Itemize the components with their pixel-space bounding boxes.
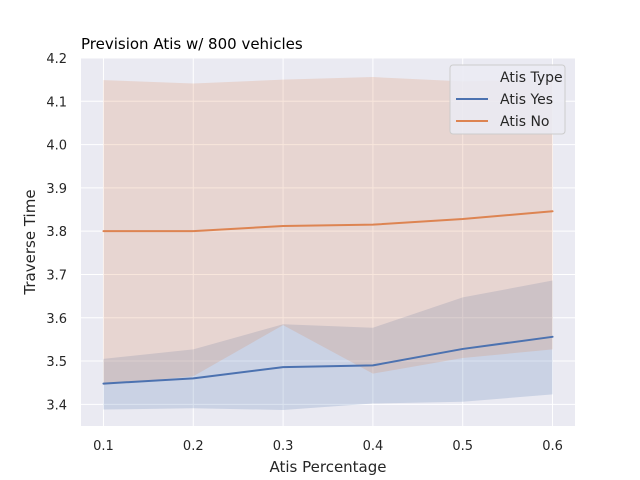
data-point-atis-no	[192, 230, 194, 232]
y-tick-label: 3.4	[46, 398, 67, 413]
y-tick-label: 4.0	[46, 139, 67, 154]
x-tick-label: 0.6	[542, 439, 563, 454]
data-point-atis-no	[552, 210, 554, 212]
y-tick-label: 3.5	[46, 355, 67, 370]
confidence-bands	[103, 77, 553, 410]
data-point-atis-no	[462, 218, 464, 220]
data-point-atis-yes	[192, 378, 194, 380]
y-tick-label: 3.6	[46, 312, 67, 327]
x-axis-label: Atis Percentage	[269, 458, 386, 476]
legend-box	[449, 64, 566, 135]
chart-title: Prevision Atis w/ 800 vehicles	[81, 35, 303, 53]
x-tick-label: 0.1	[93, 439, 114, 454]
series-lines	[102, 210, 554, 385]
data-point-atis-yes	[462, 348, 464, 350]
data-point-atis-yes	[552, 336, 554, 338]
series-line-atis-yes	[102, 335, 554, 385]
confidence-band-atis-no	[103, 77, 553, 385]
series-line-atis-no	[102, 210, 554, 233]
y-tick-label: 3.9	[46, 182, 67, 197]
legend-title: Atis Type	[500, 70, 563, 86]
legend: Atis Type Atis Yes Atis No	[449, 64, 566, 135]
data-point-atis-no	[282, 225, 284, 227]
legend-label-atis-no: Atis No	[500, 114, 550, 130]
data-point-atis-no	[103, 230, 105, 232]
data-point-atis-yes	[372, 365, 374, 367]
data-point-atis-yes	[282, 366, 284, 368]
y-tick-label: 4.1	[46, 95, 67, 110]
y-axis-ticks: 3.4 3.5 3.6 3.7 3.8 3.9 4.0 4.1 4.2	[46, 52, 67, 413]
x-tick-label: 0.3	[273, 439, 294, 454]
x-tick-label: 0.4	[363, 439, 384, 454]
data-point-atis-no	[372, 224, 374, 226]
x-tick-label: 0.5	[452, 439, 473, 454]
legend-label-atis-yes: Atis Yes	[500, 92, 553, 108]
grid-lines	[81, 57, 575, 426]
data-point-atis-yes	[103, 383, 105, 385]
confidence-band-atis-yes	[103, 280, 553, 410]
y-tick-label: 3.7	[46, 268, 67, 283]
x-axis-ticks: 0.1 0.2 0.3 0.4 0.5 0.6	[93, 439, 563, 454]
y-tick-label: 4.2	[46, 52, 67, 67]
y-tick-label: 3.8	[46, 225, 67, 240]
x-tick-label: 0.2	[183, 439, 204, 454]
y-axis-label: Traverse Time	[21, 189, 39, 295]
